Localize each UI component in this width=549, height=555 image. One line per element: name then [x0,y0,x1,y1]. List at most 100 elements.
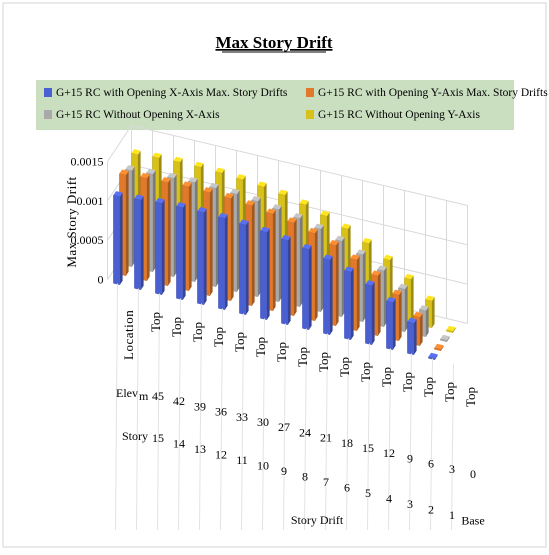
bar-side-face [419,313,423,346]
bar-side-face [230,194,234,301]
location-label: Top [190,322,205,342]
bar-side-face [215,184,219,287]
story-value: Base [461,514,484,528]
bar-side-face [398,291,402,341]
bar [239,219,249,316]
bar-front-face [446,329,454,334]
bar-top-face [194,161,204,168]
story-value: 4 [386,492,392,506]
table-column-line [115,283,118,531]
bar-side-face [440,345,444,351]
story-value: 7 [323,475,329,489]
bar-side-face [299,214,303,307]
gridline-side [107,125,132,162]
bar-side-face [140,196,144,290]
bar-top-face [407,317,417,324]
bar-side-face [434,354,438,360]
location-label: Top [463,387,478,407]
bar-top-face [182,181,192,187]
bar-top-face [146,168,156,175]
y-tick-label: 0.0005 [71,233,104,247]
bar-top-face [308,227,318,234]
elevation-value: 15 [362,441,374,455]
bar [218,212,228,311]
table-column-line [157,293,160,531]
location-label: Top [358,362,373,382]
bar-front-face [344,270,352,341]
bar-side-face [335,241,339,326]
bar-side-face [194,178,198,282]
location-label: Top [211,327,226,347]
bar-side-face [320,225,324,312]
legend-label: G+15 RC with Opening Y-Axis Max. Story D… [318,87,548,99]
bar-side-face [251,201,255,306]
data-table: Location Top Top Top Top Top Top Top Top Top Top To… [115,283,485,531]
bar-front-face [176,205,184,301]
bar-side-face [356,255,360,331]
legend-box [36,80,514,130]
elevation-value: 27 [278,420,290,434]
story-value: 6 [344,481,350,495]
bar-top-face [152,152,162,159]
bar-top-face [344,266,354,273]
location-label: Top [295,347,310,367]
bar-side-face [404,285,408,332]
bar-top-face [386,297,396,303]
y-tick-label: 0 [98,273,104,287]
bar-top-face [197,207,207,213]
bar-side-face [266,228,270,320]
bar-top-face [161,177,171,183]
bar-top-face [341,223,351,230]
bar [134,194,144,291]
bar-front-face [323,258,331,336]
story-value: 5 [365,486,371,500]
bar-top-face [188,177,198,183]
legend-label: G+15 RC with Opening X-Axis Max. Story D… [56,87,288,99]
elev-unit: m [139,389,149,403]
bar-side-face [314,229,318,321]
bar [446,325,456,334]
bar-top-face [446,325,456,332]
bar-top-face [365,280,375,286]
bar-top-face [236,174,246,180]
bar-side-face [308,245,312,330]
legend-swatch [44,88,52,97]
elevation-value: 0 [470,467,476,481]
bar-front-face [365,283,373,346]
bar-top-face [302,243,312,250]
bar-side-face [209,188,213,296]
bar-side-face [341,237,345,317]
bar-top-face [224,192,234,199]
y-tick-label: 0.001 [77,194,104,208]
location-label: Top [316,352,331,372]
bar-top-face [266,208,276,215]
bar-top-face [320,210,330,217]
bar [344,266,354,341]
bar-side-face [203,208,207,305]
bar-top-face [383,254,393,261]
bar-side-face [173,174,177,277]
bar [302,243,312,331]
chart-border [2,2,547,548]
y-tick-label: 0.0015 [71,155,104,169]
story-label: Story [122,429,148,443]
bar [365,280,375,346]
bar-top-face [413,311,423,318]
bar-top-face [404,273,414,280]
bar-top-face [218,212,228,219]
table-column-line [304,328,307,531]
bar-front-face [407,321,415,356]
bar-side-face [371,281,375,345]
bar-front-face [155,201,163,296]
table-column-line [346,338,349,531]
bar-top-face [323,254,333,261]
bar-side-face [425,306,429,337]
bar-front-face [239,223,247,316]
bar-top-face [155,197,165,204]
table-column-line [451,363,454,531]
bar-top-face [125,165,135,171]
table-column-line [283,323,286,531]
bar-side-face [293,218,297,316]
bar-side-face [272,209,276,311]
